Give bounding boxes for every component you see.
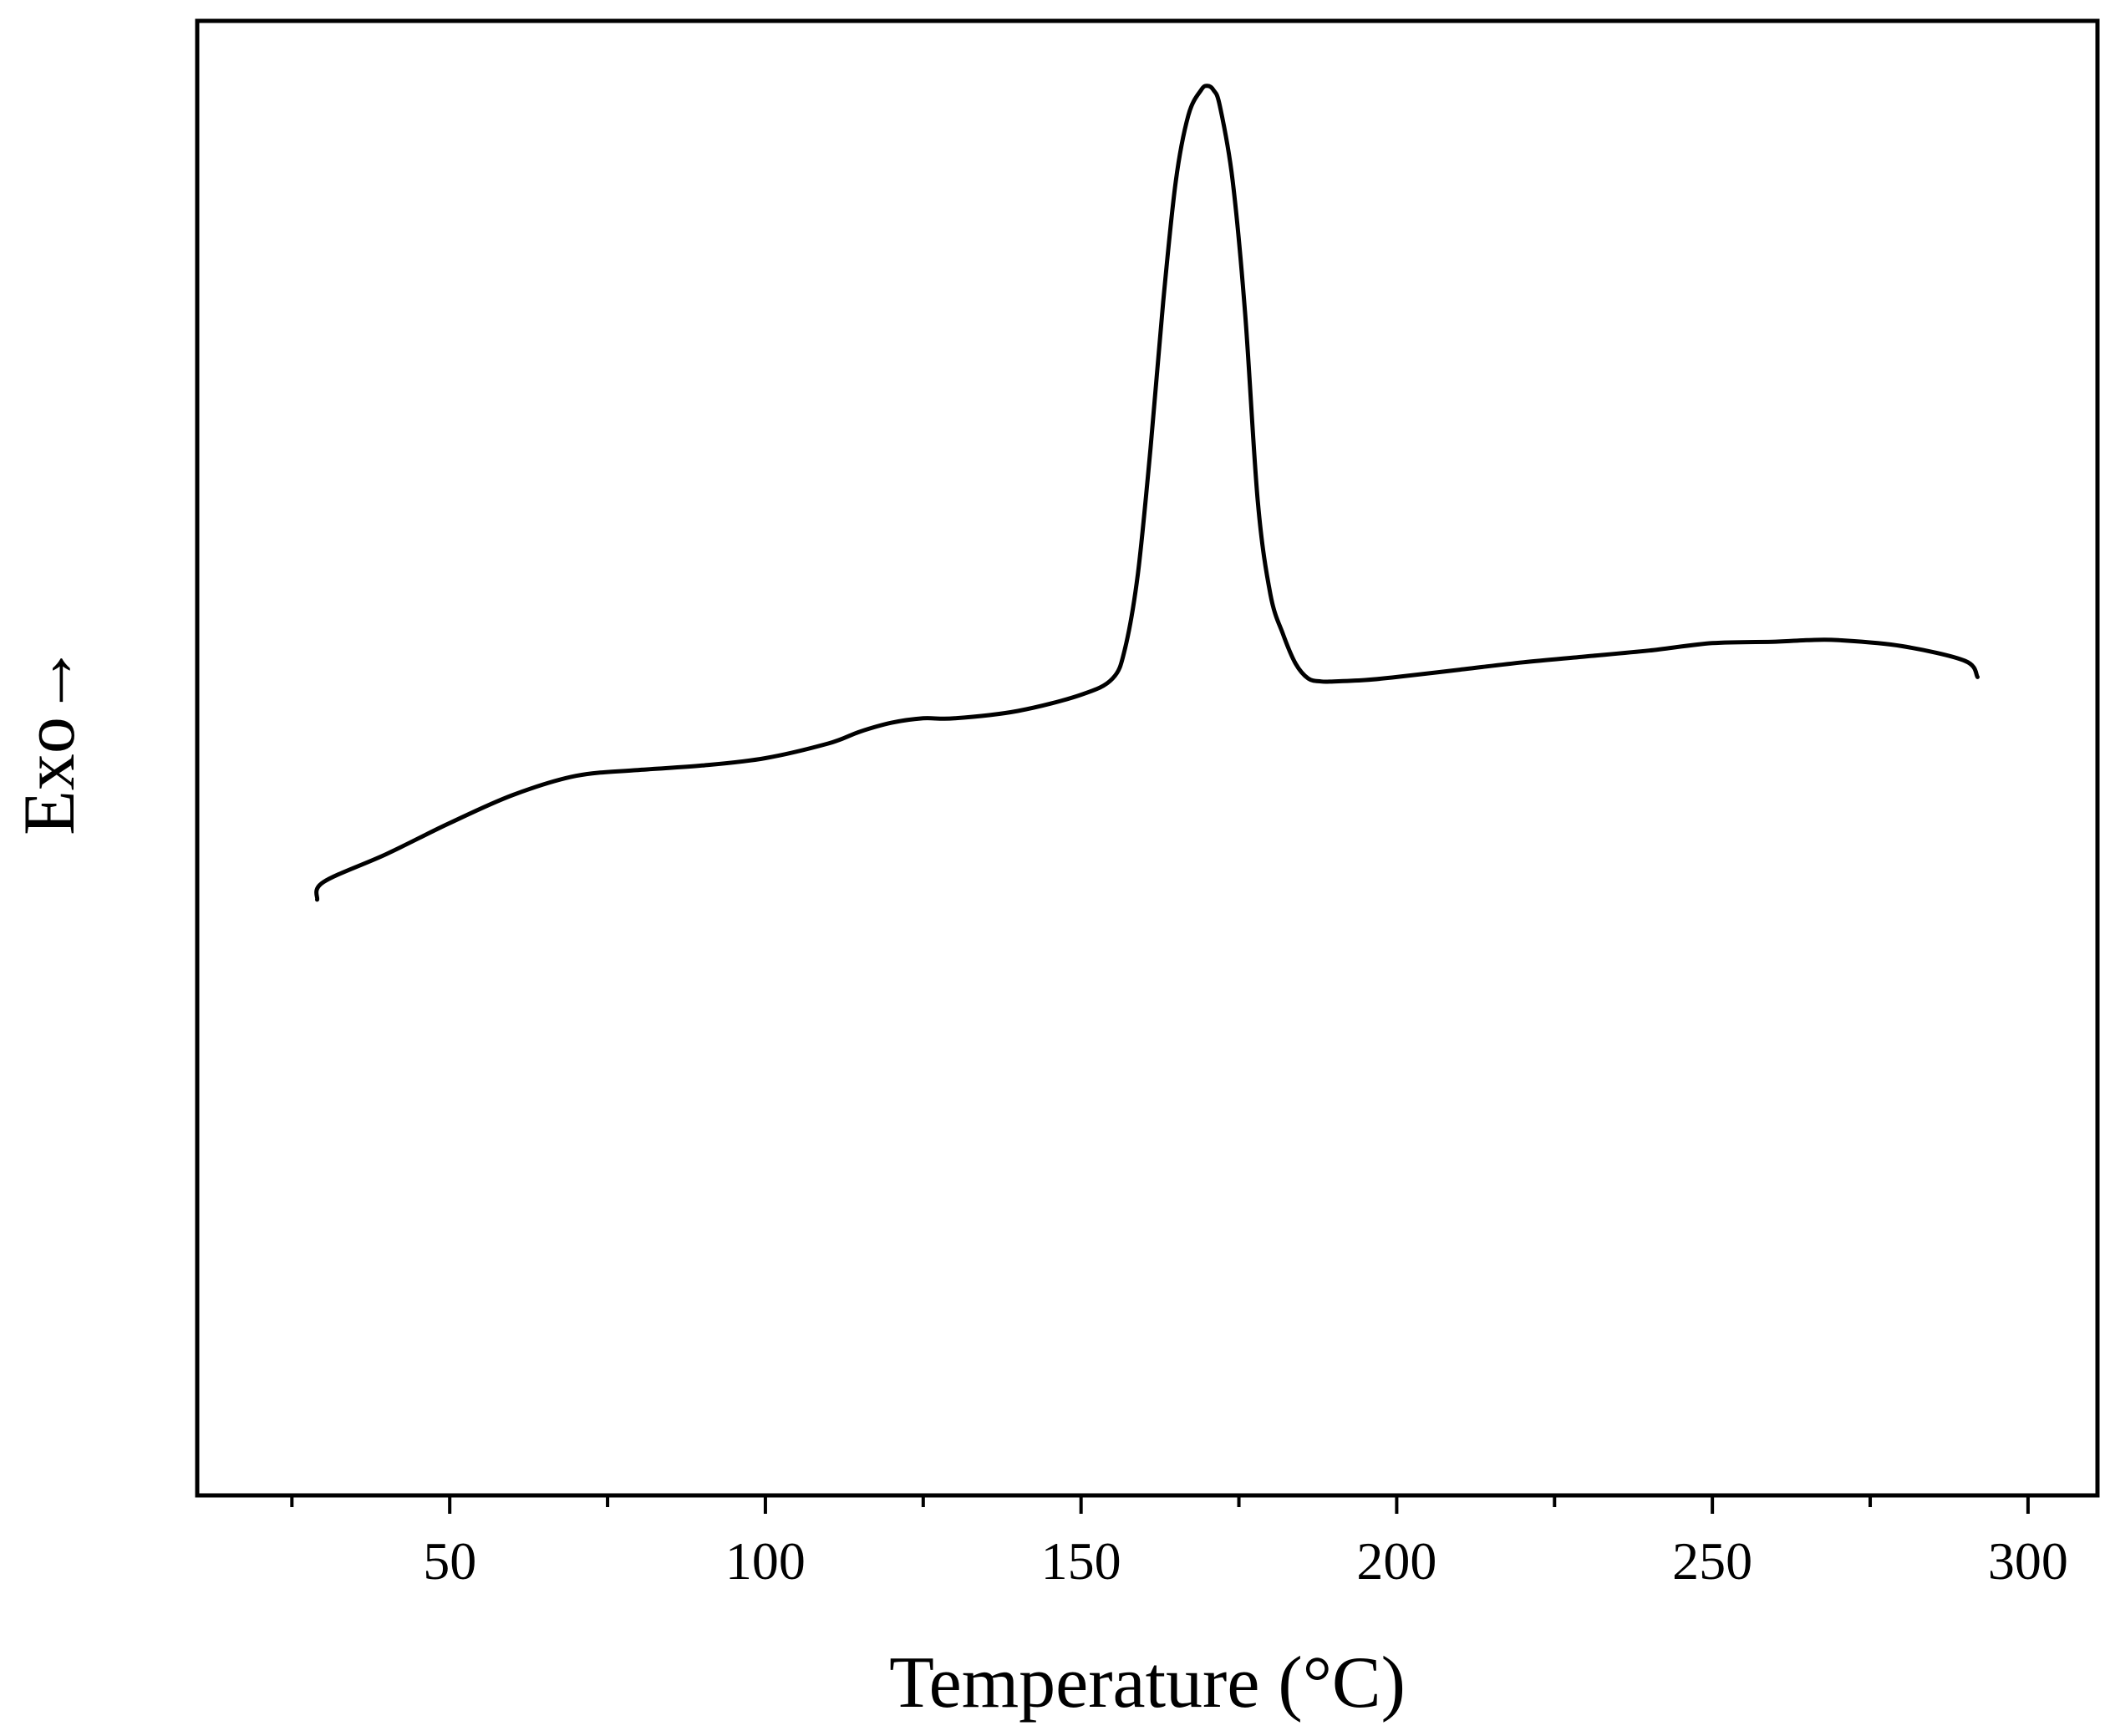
x-tick-label-150: 150 [1041,1531,1121,1591]
x-tick-label-300: 300 [1988,1531,2068,1591]
x-tick-label-50: 50 [423,1531,476,1591]
x-tick-label-200: 200 [1356,1531,1436,1591]
x-tick-label-100: 100 [725,1531,806,1591]
dsc-curve [314,84,1980,902]
plot-frame [195,18,2100,1498]
x-axis-title: Temperature (°C) [889,1642,1406,1723]
x-axis-tick-labels: 50 100 150 200 250 300 [423,1531,2068,1591]
y-axis-title: Exo→ [9,643,90,835]
x-tick-label-250: 250 [1672,1531,1752,1591]
x-axis-ticks [290,1495,2030,1514]
